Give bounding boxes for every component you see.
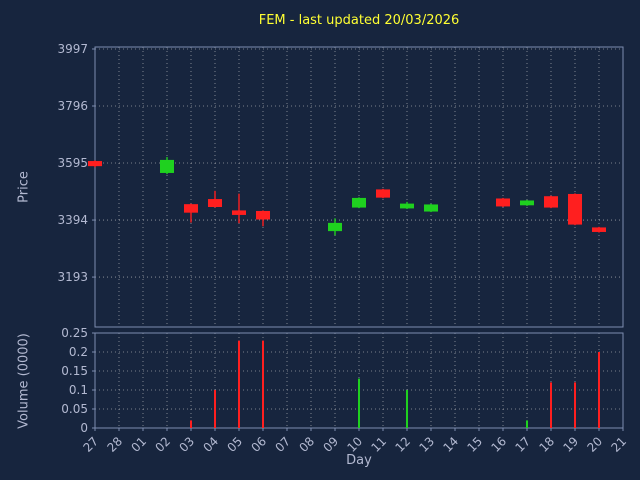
price-panel-border	[94, 46, 624, 328]
volume-bar	[526, 420, 528, 428]
volume-tick-label: 0.1	[69, 383, 88, 397]
candle-body	[544, 196, 558, 208]
candle-body	[88, 161, 102, 167]
x-tick-label: 10	[344, 434, 365, 455]
candle-body	[352, 197, 366, 208]
candle-body	[328, 222, 342, 232]
x-tick-label: 06	[248, 434, 269, 455]
volume-bar	[574, 382, 576, 428]
day-axis-label: Day	[346, 453, 372, 468]
price-tick-label: 3394	[57, 213, 88, 227]
volume-bar	[598, 352, 600, 428]
x-tick-label: 11	[368, 434, 389, 455]
price-tick-label: 3997	[57, 42, 88, 56]
candle-body	[376, 189, 390, 198]
x-tick-label: 17	[512, 434, 533, 455]
candle-body	[424, 204, 438, 212]
volume-tick-label: 0	[80, 421, 88, 435]
x-tick-label: 13	[416, 434, 437, 455]
candle-body	[520, 200, 534, 206]
price-tick-label: 3193	[57, 270, 88, 284]
candle-body	[592, 227, 606, 232]
x-tick-label: 07	[272, 434, 293, 455]
x-tick-label: 08	[296, 434, 317, 455]
volume-bar	[190, 420, 192, 428]
price-tick-label: 3796	[57, 99, 88, 113]
candle-body	[496, 198, 510, 207]
volume-bar	[406, 390, 408, 428]
x-tick-label: 14	[440, 434, 461, 455]
x-tick-label: 09	[320, 434, 341, 455]
volume-tick-label: 0.25	[61, 326, 88, 340]
volume-bar	[238, 340, 240, 428]
candle-body	[568, 193, 582, 225]
x-tick-label: 16	[488, 434, 509, 455]
chart-title: FEM - last updated 20/03/2026	[258, 13, 460, 28]
price-tick-label: 3595	[57, 156, 88, 170]
candle-body	[400, 203, 414, 209]
candle-body	[208, 199, 222, 207]
volume-tick-label: 0.05	[61, 402, 88, 416]
x-tick-label: 03	[176, 434, 197, 455]
candle-body	[256, 210, 270, 220]
x-tick-label: 02	[152, 434, 173, 455]
x-tick-label: 01	[128, 434, 149, 455]
x-tick-label: 19	[560, 434, 581, 455]
volume-bar	[358, 378, 360, 428]
volume-bar	[550, 382, 552, 428]
x-tick-label: 12	[392, 434, 413, 455]
x-tick-label: 15	[464, 434, 485, 455]
x-tick-label: 18	[536, 434, 557, 455]
candle-body	[184, 204, 198, 213]
x-tick-label: 27	[80, 434, 101, 455]
volume-bar	[214, 390, 216, 428]
x-tick-label: 04	[200, 434, 221, 455]
candle-body	[160, 159, 174, 173]
candle-body	[232, 210, 246, 215]
x-tick-label: 21	[608, 434, 629, 455]
x-tick-label: 28	[104, 434, 125, 455]
volume-tick-label: 0.15	[61, 364, 88, 378]
x-tick-label: 20	[584, 434, 605, 455]
volume-bar	[262, 340, 264, 428]
volume-tick-label: 0.2	[69, 345, 88, 359]
x-tick-label: 05	[224, 434, 245, 455]
